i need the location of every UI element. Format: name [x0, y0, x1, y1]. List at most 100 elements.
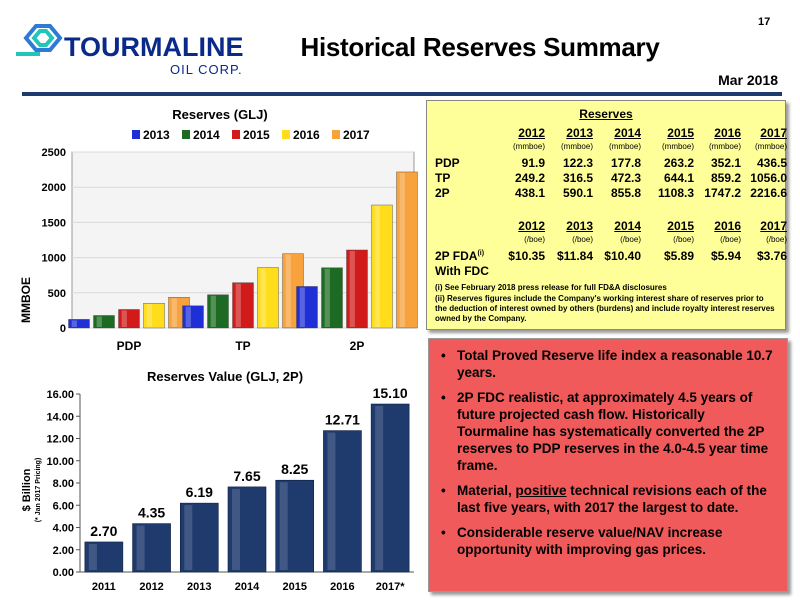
highlights-box: Total Proved Reserve life index a reason…: [428, 338, 788, 592]
table-fda-label2: With FDC: [435, 264, 489, 278]
y-tick-label: 2000: [42, 182, 66, 194]
bar-highlight: [399, 172, 405, 327]
legend-swatch: [182, 130, 190, 139]
table-year-header: 2016: [714, 126, 741, 140]
bar-highlight: [279, 482, 288, 570]
reserves-chart-title: Reserves (GLJ): [172, 107, 267, 122]
y-tick-label: 16.00: [46, 389, 74, 401]
table-footnote-2: (ii) Reserves figures include the Compan…: [435, 294, 777, 324]
bar-2p-2014: [321, 267, 343, 329]
table-unit: (/boe): [572, 235, 593, 244]
table-year-header: 2015: [667, 126, 694, 140]
highlight-text: Considerable reserve value/NAV increase …: [457, 525, 723, 557]
reserves-value-chart: Reserves Value (GLJ, 2P) $ Billion (* Ja…: [21, 369, 414, 593]
page-number: 17: [758, 16, 771, 28]
table-year-header: 2012: [518, 126, 545, 140]
y-tick-label: 2.00: [53, 545, 74, 557]
bar-pdp-2016: [143, 303, 165, 329]
y-tick-label: 12.00: [46, 434, 74, 446]
table-fda-value: $10.35: [508, 249, 545, 263]
table-unit: (/boe): [720, 235, 741, 244]
highlight-item: Material, positive technical revisions e…: [441, 482, 777, 516]
bar-highlight: [121, 310, 127, 327]
table-value: 1747.2: [704, 186, 741, 200]
y-tick-label: 1000: [42, 253, 66, 265]
page-title: Historical Reserves Summary: [300, 32, 660, 62]
reserves-chart-legend: 2013 2014 2015 2016 2017: [132, 128, 370, 142]
footnote-text: See February 2018 press release for full…: [444, 283, 667, 292]
data-label: 8.25: [281, 461, 308, 477]
reserves-chart: Reserves (GLJ) 2013 2014 2015 2016 2017 MMBO…: [19, 107, 418, 353]
reserves-table: Reserves 2012 (mmboe) 2012 (/boe) $10.35 2013…: [426, 100, 787, 330]
table-value: 859.2: [710, 171, 741, 185]
bar-pdp-2014: [93, 315, 115, 329]
x-category-label: PDP: [117, 339, 142, 353]
table-value: 316.5: [562, 171, 593, 185]
legend-label: 2017: [343, 128, 370, 142]
table-year-header: 2014: [614, 219, 641, 233]
logo-sub: OIL CORP.: [170, 62, 243, 77]
bar-highlight: [146, 304, 152, 327]
y-tick-label: 0: [60, 323, 66, 335]
highlight-text: 2P FDC realistic, at approximately 4.5 y…: [457, 390, 769, 473]
table-value: 644.1: [663, 171, 694, 185]
reserves-value-chart-title: Reserves Value (GLJ, 2P): [147, 369, 303, 384]
highlight-item: Total Proved Reserve life index a reason…: [441, 347, 777, 381]
table-year-header: 2015: [667, 219, 694, 233]
bar-highlight: [232, 488, 240, 570]
table-fda-value: $3.76: [756, 249, 787, 263]
footnote-marker: (ii): [435, 294, 445, 303]
reserves-value-chart-ylabel-note: (* Jan 2017 Pricing): [35, 458, 42, 523]
bar-2p-2017: [396, 171, 418, 329]
table-year-header: 2017: [760, 126, 787, 140]
y-tick-label: 8.00: [53, 478, 74, 490]
legend-swatch: [232, 130, 240, 139]
value-bar-2014: [227, 486, 267, 573]
bar-highlight: [88, 543, 97, 570]
data-label: 15.10: [373, 385, 408, 401]
highlight-item: Considerable reserve value/NAV increase …: [441, 524, 777, 558]
table-fda-label: 2P FDA(i): [435, 249, 515, 263]
table-value: 263.2: [663, 156, 694, 170]
bar-highlight: [184, 505, 193, 570]
bar-highlight: [299, 287, 305, 327]
y-tick-label: 14.00: [46, 411, 74, 423]
table-value: 122.3: [562, 156, 593, 170]
table-unit: (mmboe): [560, 142, 593, 151]
table-unit: (/boe): [524, 235, 545, 244]
bar-highlight: [171, 298, 177, 327]
bar-highlight: [285, 254, 291, 327]
table-year-header: 2017: [760, 219, 787, 233]
x-category-label: 2011: [92, 581, 116, 593]
bar-highlight: [374, 205, 380, 327]
x-category-label: 2012: [139, 581, 163, 593]
bar-tp-2015: [232, 282, 254, 329]
y-tick-label: 2500: [42, 147, 66, 159]
legend-swatch: [282, 130, 290, 139]
legend-label: 2014: [193, 128, 220, 142]
bar-highlight: [327, 432, 336, 570]
value-bar-2012: [132, 523, 171, 573]
company-logo: TOURMALINE OIL CORP.: [14, 10, 254, 90]
table-row-label: 2P: [435, 186, 450, 200]
x-category-label: 2015: [282, 581, 306, 593]
data-label: 2.70: [90, 523, 117, 539]
legend-swatch: [132, 130, 140, 139]
fda-label-text: 2P FDA: [435, 249, 478, 263]
reserves-value-chart-ylabel: $ Billion: [21, 468, 33, 511]
table-value: 855.8: [610, 186, 641, 200]
highlight-item: 2P FDC realistic, at approximately 4.5 y…: [441, 389, 777, 474]
table-fda-value: $5.89: [663, 249, 694, 263]
y-tick-label: 500: [48, 288, 66, 300]
reserves-chart-ylabel: MMBOE: [19, 277, 33, 323]
footnote-text: Reserves figures include the Company's w…: [435, 294, 775, 323]
bar-highlight: [235, 283, 241, 327]
table-unit: (/boe): [620, 235, 641, 244]
table-year-header: 2013: [566, 126, 593, 140]
bar-2p-2016: [371, 204, 393, 329]
header-divider: [22, 92, 782, 96]
table-unit: (mmboe): [512, 142, 545, 151]
x-category-label: 2014: [235, 581, 260, 593]
table-unit: (/boe): [673, 235, 694, 244]
table-year-header: 2014: [614, 126, 641, 140]
